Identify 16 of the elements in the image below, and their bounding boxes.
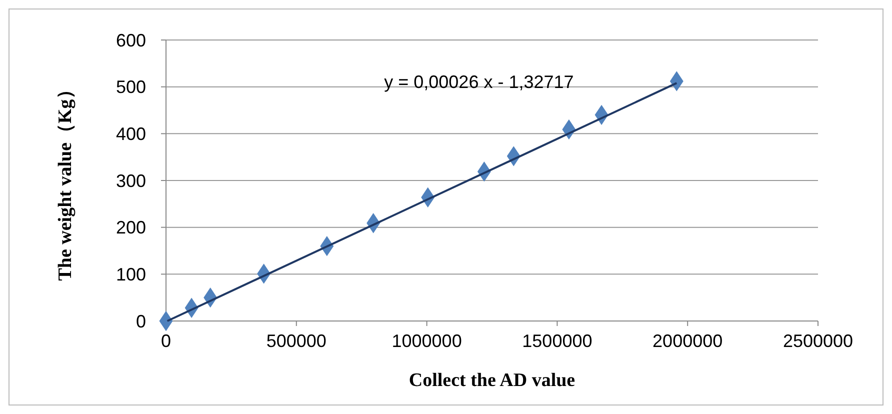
y-tick-label: 0 [136, 311, 146, 332]
y-tick-label: 600 [116, 30, 146, 50]
x-axis-title: Collect the AD value [408, 370, 576, 391]
x-tick-label: 1500000 [522, 331, 592, 351]
y-axis-title: The weight value（Kg） [55, 80, 76, 281]
y-tick-label: 500 [116, 77, 146, 98]
annotation: y = 0,00026 x - 1,32717 [384, 72, 574, 92]
x-tick-label: 2000000 [652, 331, 723, 351]
x-tick-label: 2500000 [782, 331, 854, 351]
y-tick-label: 300 [116, 170, 146, 191]
y-tick-label: 100 [116, 264, 146, 284]
y-tick-label: 400 [116, 124, 146, 144]
x-tick-label: 0 [160, 331, 172, 351]
x-tick-label: 500000 [266, 331, 326, 351]
y-tick-label: 200 [116, 218, 146, 238]
x-tick-label: 1000000 [392, 331, 462, 351]
